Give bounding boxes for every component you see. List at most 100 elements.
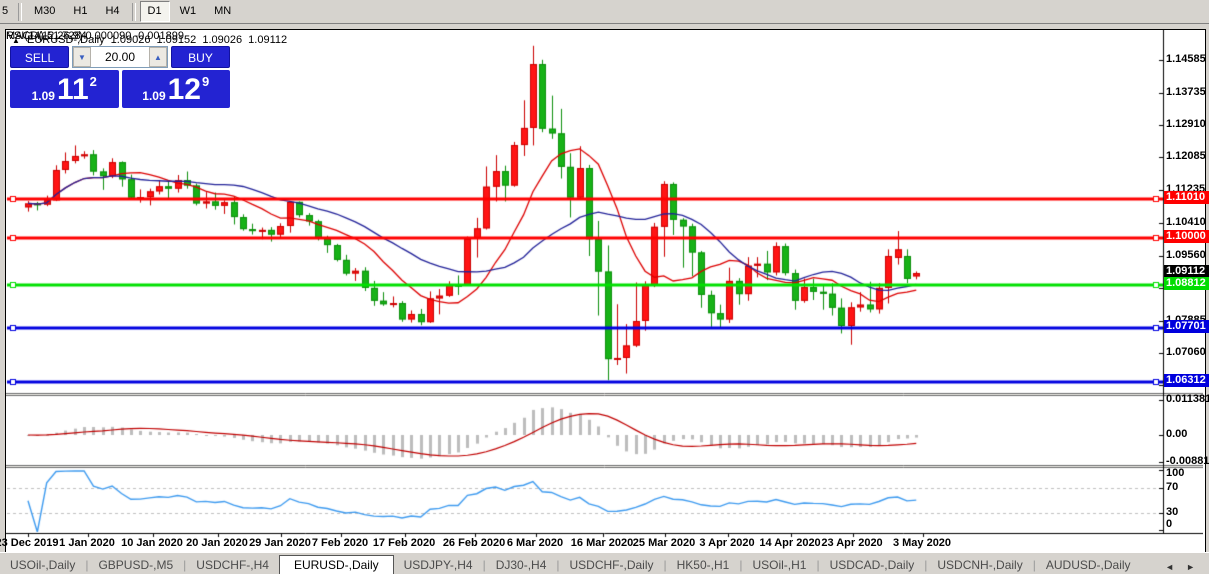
tab-separator: | (1032, 558, 1036, 572)
volume-field[interactable]: 20.00 (104, 50, 136, 64)
timeframe-button-5[interactable]: 5 (2, 5, 9, 17)
one-click-trading-panel: SELL ▼ 20.00 ▲ BUY 1.09 11 2 1.09 12 9 (10, 46, 230, 108)
rsi-axis-label: 30 (1166, 506, 1179, 519)
date-label: 7 Feb 2020 (311, 537, 369, 549)
tab-scroll-right[interactable]: ► (1186, 562, 1195, 572)
chart-tab-bar: USOil-,Daily | GBPUSD-,M5 | USDCHF-,H4 EURUSD… (0, 552, 1209, 574)
tab-separator: | (183, 558, 187, 572)
price-tick-label: 1.14585 (1166, 52, 1206, 65)
timeframe-button-h1[interactable]: H1 (73, 5, 88, 17)
ohlc-open: 1.09026 (110, 34, 151, 46)
rsi-caption: RSI(14) 51.7284 (6, 30, 87, 42)
date-label: 26 Feb 2020 (442, 537, 506, 549)
date-label: 29 Jan 2020 (249, 537, 311, 549)
date-label: 16 Mar 2020 (570, 537, 634, 549)
tab-separator: | (482, 558, 486, 572)
macd-caption: MACD(12,26,9) 0.000090 -0.001899 (6, 30, 184, 42)
date-label: 20 Jan 2020 (186, 537, 248, 549)
tab-usdchf-daily[interactable]: USDCHF-,Daily (569, 558, 654, 572)
price-line-label: 1.07701 (1164, 319, 1209, 333)
tab-dj30-h4[interactable]: DJ30-,H4 (495, 558, 547, 572)
tab-gbpusd-m5[interactable]: GBPUSD-,M5 (98, 558, 174, 572)
sell-price-prefix: 1.09 (31, 89, 55, 103)
price-line-label: 1.09112 (1164, 265, 1209, 279)
sell-price-big: 11 (56, 73, 89, 106)
sell-price-box[interactable]: 1.09 11 2 (10, 70, 119, 108)
tab-usdjpy-h4[interactable]: USDJPY-,H4 (403, 558, 473, 572)
tab-separator: | (739, 558, 743, 572)
timeframe-button-d1[interactable]: D1 (139, 1, 170, 22)
tab-eurusd-daily[interactable]: EURUSD-,Daily (278, 555, 394, 574)
rsi-axis-label: 0 (1166, 518, 1173, 530)
macd-axis-label: 0.011381 (1166, 392, 1209, 405)
buy-price-big: 12 (167, 73, 201, 106)
price-line-label: 1.08812 (1164, 276, 1209, 290)
date-label: 23 Dec 2019 (0, 537, 59, 549)
rsi-title: RSI(14) (6, 30, 44, 42)
timeframe-button-w1[interactable]: W1 (179, 5, 197, 17)
date-label: 23 Apr 2020 (821, 537, 883, 549)
price-tick-label: 1.13735 (1166, 86, 1206, 99)
ohlc-high: 1.09152 (156, 34, 197, 46)
buy-button[interactable]: BUY (171, 46, 230, 68)
macd-values: 0.000090 -0.001899 (85, 30, 184, 42)
chart-symbol-label: EURUSD-,Daily (26, 34, 105, 46)
collapse-triangle-icon[interactable]: ▲ (12, 36, 20, 45)
price-tick-label: 1.10410 (1166, 215, 1206, 228)
date-label: 14 Apr 2020 (759, 537, 821, 549)
tab-usoil-daily[interactable]: USOil-,Daily (10, 558, 76, 572)
ohlc-low: 1.09026 (202, 34, 243, 46)
buy-price-box[interactable]: 1.09 12 9 (121, 70, 230, 108)
timeframe-button-m30[interactable]: M30 (34, 5, 56, 17)
macd-axis-label: -0.00881 (1166, 455, 1209, 468)
rsi-axis-label: 100 (1166, 467, 1185, 479)
tab-separator: | (556, 558, 560, 572)
price-line-label: 1.11010 (1164, 191, 1209, 205)
ohlc-close: 1.09112 (248, 34, 288, 46)
tab-usdchf-h4[interactable]: USDCHF-,H4 (196, 558, 269, 572)
tab-scroll-left[interactable]: ◄ (1165, 562, 1175, 572)
price-line-label: 1.10000 (1164, 230, 1209, 244)
tab-usoil-h1[interactable]: USOil-,H1 (752, 558, 807, 572)
date-label: 10 Jan 2020 (121, 537, 183, 549)
date-label: 17 Feb 2020 (372, 537, 436, 549)
volume-decrease-button[interactable]: ▼ (73, 47, 91, 67)
timeframe-button-mn[interactable]: MN (214, 5, 232, 17)
price-tick-label: 1.12085 (1166, 150, 1206, 163)
sell-price-pip: 2 (89, 74, 97, 89)
volume-increase-button[interactable]: ▲ (149, 47, 167, 67)
sell-button[interactable]: SELL (10, 46, 69, 68)
tab-usdcnh-daily[interactable]: USDCNH-,Daily (937, 558, 1023, 572)
macd-title: MACD(12,26,9) (6, 30, 83, 42)
volume-stepper: ▼ 20.00 ▲ (72, 46, 168, 68)
date-label: 6 Mar 2020 (506, 537, 564, 549)
price-tick-label: 1.09560 (1166, 248, 1206, 261)
tab-separator: | (663, 558, 667, 572)
tab-audusd-daily[interactable]: AUDUSD-,Daily (1045, 558, 1131, 572)
buy-price-pip: 9 (202, 74, 210, 89)
chart-caption: ▲ EURUSD-,Daily 1.09026 1.09152 1.09026 … (12, 34, 290, 46)
buy-price-prefix: 1.09 (142, 89, 166, 103)
chart-canvas[interactable] (6, 30, 1203, 551)
price-tick-label: 1.07060 (1166, 345, 1206, 358)
date-label: 3 Apr 2020 (699, 537, 755, 549)
price-tick-label: 1.12910 (1166, 118, 1206, 131)
tab-separator: | (816, 558, 820, 572)
chart-window: ▲ EURUSD-,Daily 1.09026 1.09152 1.09026 … (5, 29, 1206, 554)
date-label: 3 May 2020 (892, 537, 952, 549)
date-label: 1 Jan 2020 (59, 537, 115, 549)
tab-usdcad-daily[interactable]: USDCAD-,Daily (829, 558, 915, 572)
toolbar-separator (131, 2, 136, 21)
macd-axis-label: 0.00 (1166, 427, 1188, 440)
tab-separator: | (85, 558, 89, 572)
timeframe-toolbar: 5 M30 H1 H4 D1 W1 MN (0, 0, 1209, 24)
date-label: 25 Mar 2020 (632, 537, 696, 549)
toolbar-separator (18, 2, 22, 21)
timeframe-button-h4[interactable]: H4 (105, 5, 120, 17)
rsi-axis-label: 70 (1166, 481, 1179, 494)
rsi-value: 51.7284 (46, 30, 87, 42)
tab-separator: | (924, 558, 928, 572)
tab-hk50-h1[interactable]: HK50-,H1 (676, 558, 730, 572)
price-line-label: 1.06312 (1164, 374, 1209, 388)
